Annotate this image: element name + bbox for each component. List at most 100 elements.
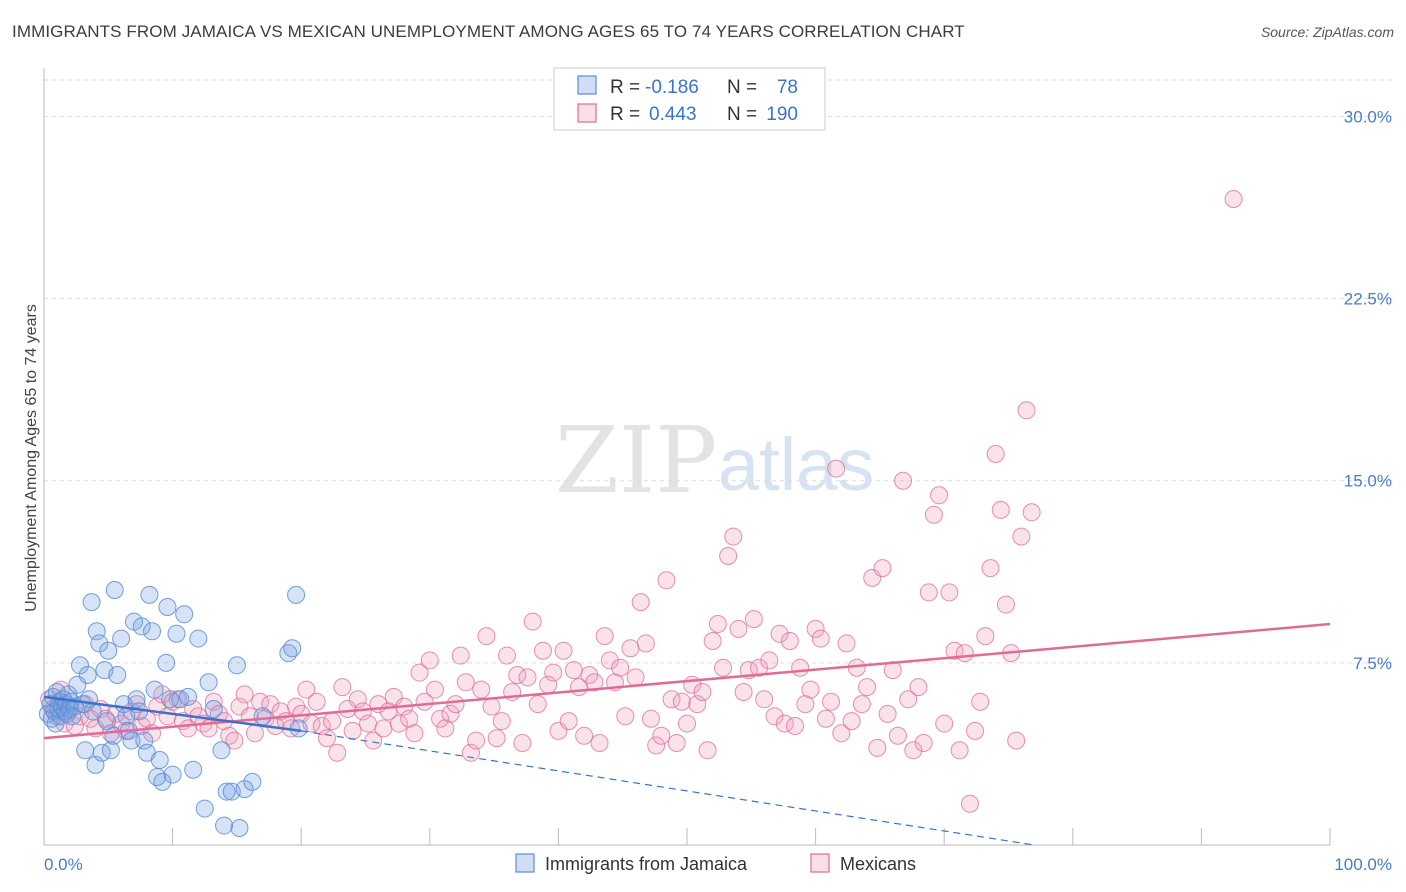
mexicans-point	[914, 734, 933, 752]
x-tick-label-max: 100.0%	[1334, 855, 1392, 874]
legend-swatch-mexicans	[577, 103, 597, 123]
mexicans-point	[225, 731, 244, 750]
mexicans-point	[945, 641, 964, 660]
mexicans-point	[816, 709, 835, 728]
mexicans-point	[251, 692, 270, 711]
jamaica-point	[99, 641, 118, 660]
mexicans-point	[456, 673, 475, 692]
legend-box: R = -0.186 N = 78 R = 0.443 N = 190	[553, 67, 826, 131]
mexicans-point	[1012, 527, 1031, 546]
mexicans-point	[832, 724, 851, 743]
mexicans-point	[343, 721, 362, 740]
mexicans-point	[492, 712, 511, 731]
jamaica-point	[143, 622, 162, 641]
jamaica-point	[145, 680, 164, 699]
jamaica-point	[175, 605, 194, 624]
legend-n-label-jamaica: N =	[727, 77, 757, 98]
jamaica-trend-line	[43, 695, 302, 733]
mexicans-point	[389, 714, 408, 733]
mexicans-point	[636, 634, 655, 653]
mexicans-point	[616, 707, 635, 726]
mexicans-point	[220, 726, 239, 745]
mexicans-point	[575, 726, 594, 745]
mexicans-point	[585, 673, 604, 692]
mexicans-point	[996, 595, 1015, 614]
mexicans-point	[533, 641, 552, 660]
mexicans-point	[446, 695, 465, 714]
mexicans-point	[760, 651, 779, 670]
grid-lines	[44, 79, 1392, 664]
mexicans-point	[873, 559, 892, 578]
mexicans-point	[744, 610, 763, 629]
legend-n-value-jamaica: 78	[777, 77, 798, 98]
mexicans-point	[930, 486, 949, 505]
jamaica-point	[101, 741, 120, 760]
mexicans-point	[400, 709, 419, 728]
mexicans-point	[472, 680, 491, 699]
mexicans-point	[1007, 731, 1026, 750]
mexicans-point	[719, 547, 738, 565]
y-tick-label: 15.0%	[1344, 472, 1392, 491]
jamaica-point	[243, 772, 262, 791]
mexicans-point	[971, 692, 990, 711]
mexicans-point	[528, 695, 547, 714]
mexicans-point	[801, 680, 820, 699]
jamaica-point	[104, 726, 123, 745]
x-tick-label-min: 0.0%	[44, 855, 83, 874]
mexicans-point	[461, 743, 480, 762]
legend-n-label-mexicans: N =	[727, 104, 757, 125]
mexicans-point	[935, 714, 954, 733]
mexicans-point	[652, 726, 671, 745]
mexicans-point	[878, 704, 897, 723]
mexicans-point	[714, 658, 733, 677]
jamaica-point	[163, 765, 182, 784]
mexicans-point	[431, 709, 450, 728]
bottom-legend-swatch-mexicans	[810, 853, 830, 873]
mexicans-point	[888, 726, 907, 745]
mexicans-point	[791, 658, 810, 677]
mexicans-point	[323, 712, 342, 731]
mexicans-point	[307, 692, 326, 711]
jamaica-point	[253, 707, 272, 726]
mexicans-point	[678, 714, 696, 733]
mexicans-trend-line	[43, 622, 1331, 740]
mexicans-point	[467, 731, 486, 750]
jamaica-point	[153, 772, 172, 791]
mexicans-point	[780, 632, 799, 650]
y-axis-label: Unemployment Among Ages 65 to 74 years	[23, 304, 40, 612]
mexicans-point	[940, 583, 959, 602]
mexicans-point	[698, 741, 717, 760]
jamaica-point	[189, 629, 208, 648]
mexicans-point	[441, 704, 460, 723]
mexicans-point	[374, 719, 393, 738]
legend-frame	[553, 67, 826, 131]
jamaica-point	[184, 760, 203, 779]
jamaica-point	[108, 666, 127, 684]
jamaica-point	[199, 673, 218, 692]
mexicans-point	[523, 612, 542, 631]
y-tick-labels: 7.5% 15.0% 22.5% 30.0%	[1344, 107, 1392, 672]
mexicans-point	[425, 680, 444, 699]
bottom-legend: Immigrants from Jamaica Mexicans	[515, 853, 916, 874]
jamaica-point	[71, 656, 90, 675]
y-tick-label: 30.0%	[1344, 107, 1392, 126]
watermark-atlas: atlas	[718, 423, 874, 506]
mexicans-point	[497, 646, 516, 665]
mexicans-point	[348, 690, 367, 709]
mexicans-point	[842, 712, 861, 731]
jamaica-point	[150, 751, 169, 769]
mexicans-point	[894, 471, 913, 490]
watermark-zip: ZIP	[555, 407, 717, 514]
mexicans-point	[328, 743, 347, 762]
bottom-legend-label-mexicans: Mexicans	[840, 854, 916, 874]
mexicans-point	[600, 651, 619, 670]
mexicans-point	[477, 627, 496, 646]
series-jamaica	[38, 581, 308, 837]
jamaica-point	[230, 819, 249, 837]
mexicans-point	[786, 717, 805, 735]
mexicans-point	[1224, 190, 1243, 208]
series-mexicans	[40, 190, 1243, 813]
mexicans-point	[806, 619, 825, 638]
mexicans-point	[297, 680, 316, 699]
